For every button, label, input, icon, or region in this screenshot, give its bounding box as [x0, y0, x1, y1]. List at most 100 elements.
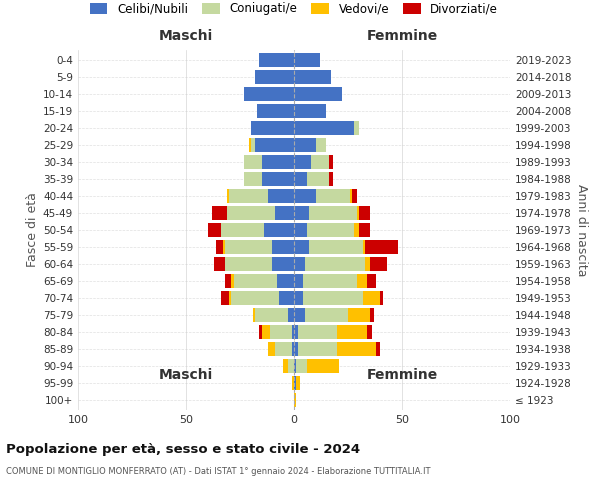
Bar [337, 325, 367, 339]
Bar [225, 240, 272, 254]
Bar [272, 240, 294, 254]
Bar [292, 342, 294, 356]
Bar [294, 87, 341, 101]
Bar [251, 121, 294, 135]
Bar [294, 240, 309, 254]
Bar [272, 257, 294, 271]
Bar [367, 274, 376, 288]
Bar [294, 274, 302, 288]
Bar [370, 257, 387, 271]
Bar [294, 342, 298, 356]
Bar [294, 189, 316, 203]
Bar [259, 53, 294, 67]
Bar [229, 291, 232, 305]
Bar [292, 325, 294, 339]
Bar [329, 155, 333, 169]
Bar [365, 257, 370, 271]
Bar [294, 376, 296, 390]
Bar [294, 155, 311, 169]
Bar [244, 172, 262, 186]
Bar [363, 291, 380, 305]
Bar [305, 257, 365, 271]
Text: Femmine: Femmine [367, 28, 437, 42]
Text: COMUNE DI MONTIGLIO MONFERRATO (AT) - Dati ISTAT 1° gennaio 2024 - Elaborazione : COMUNE DI MONTIGLIO MONFERRATO (AT) - Da… [6, 468, 431, 476]
Bar [294, 393, 296, 407]
Y-axis label: Fasce di età: Fasce di età [26, 192, 39, 268]
Bar [376, 342, 380, 356]
Bar [356, 274, 367, 288]
Bar [248, 138, 251, 152]
Bar [302, 274, 356, 288]
Bar [255, 70, 294, 84]
Bar [221, 223, 264, 237]
Text: Maschi: Maschi [159, 368, 213, 382]
Bar [370, 308, 374, 322]
Bar [259, 325, 262, 339]
Y-axis label: Anni di nascita: Anni di nascita [575, 184, 588, 276]
Bar [216, 240, 223, 254]
Bar [307, 172, 329, 186]
Bar [294, 257, 305, 271]
Bar [365, 240, 398, 254]
Bar [275, 206, 294, 220]
Bar [253, 308, 255, 322]
Bar [283, 359, 287, 373]
Bar [225, 257, 272, 271]
Bar [233, 274, 277, 288]
Bar [337, 342, 376, 356]
Bar [352, 189, 356, 203]
Bar [225, 274, 232, 288]
Bar [380, 291, 383, 305]
Bar [294, 223, 307, 237]
Bar [262, 155, 294, 169]
Bar [268, 189, 294, 203]
Bar [287, 308, 294, 322]
Bar [311, 155, 329, 169]
Bar [307, 223, 355, 237]
Bar [298, 325, 337, 339]
Bar [294, 138, 316, 152]
Bar [229, 189, 268, 203]
Bar [294, 308, 305, 322]
Bar [232, 291, 279, 305]
Bar [227, 206, 275, 220]
Text: Femmine: Femmine [367, 368, 437, 382]
Bar [232, 274, 233, 288]
Bar [262, 325, 270, 339]
Bar [294, 172, 307, 186]
Bar [214, 257, 225, 271]
Bar [223, 240, 225, 254]
Bar [244, 87, 294, 101]
Bar [302, 291, 363, 305]
Bar [309, 206, 356, 220]
Bar [277, 274, 294, 288]
Bar [294, 325, 298, 339]
Bar [359, 223, 370, 237]
Bar [255, 138, 294, 152]
Bar [294, 206, 309, 220]
Text: Maschi: Maschi [159, 28, 213, 42]
Bar [296, 376, 301, 390]
Bar [348, 308, 370, 322]
Bar [270, 325, 292, 339]
Bar [355, 121, 359, 135]
Bar [279, 291, 294, 305]
Bar [264, 223, 294, 237]
Bar [212, 206, 227, 220]
Bar [298, 342, 337, 356]
Bar [244, 155, 262, 169]
Bar [287, 359, 294, 373]
Bar [292, 376, 294, 390]
Bar [294, 121, 355, 135]
Bar [329, 172, 333, 186]
Bar [356, 206, 359, 220]
Bar [208, 223, 221, 237]
Bar [268, 342, 275, 356]
Bar [355, 223, 359, 237]
Bar [294, 104, 326, 118]
Bar [275, 342, 292, 356]
Bar [316, 138, 326, 152]
Bar [227, 189, 229, 203]
Bar [305, 308, 348, 322]
Bar [367, 325, 372, 339]
